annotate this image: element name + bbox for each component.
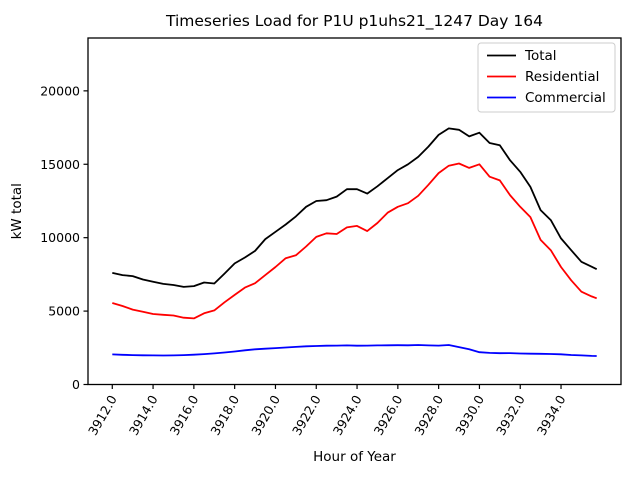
y-tick-label: 10000 [40,230,80,245]
legend-label-commercial: Commercial [525,90,606,106]
y-tick-label: 15000 [40,157,80,172]
legend-label-residential: Residential [525,69,599,85]
series-line-total [112,127,598,288]
y-tick-label: 5000 [48,304,80,319]
y-tick-label: 0 [72,377,80,392]
series-line-residential [112,162,598,320]
chart-title: Timeseries Load for P1U p1uhs21_1247 Day… [165,12,543,31]
y-tick-label: 20000 [40,83,80,98]
legend: Total Residential Commercial [477,42,616,113]
y-axis-label: kW total [9,183,25,239]
legend-box [477,42,616,113]
x-axis-label: Hour of Year [313,449,396,465]
series-line-commercial [112,344,597,357]
legend-label-total: Total [524,48,557,64]
